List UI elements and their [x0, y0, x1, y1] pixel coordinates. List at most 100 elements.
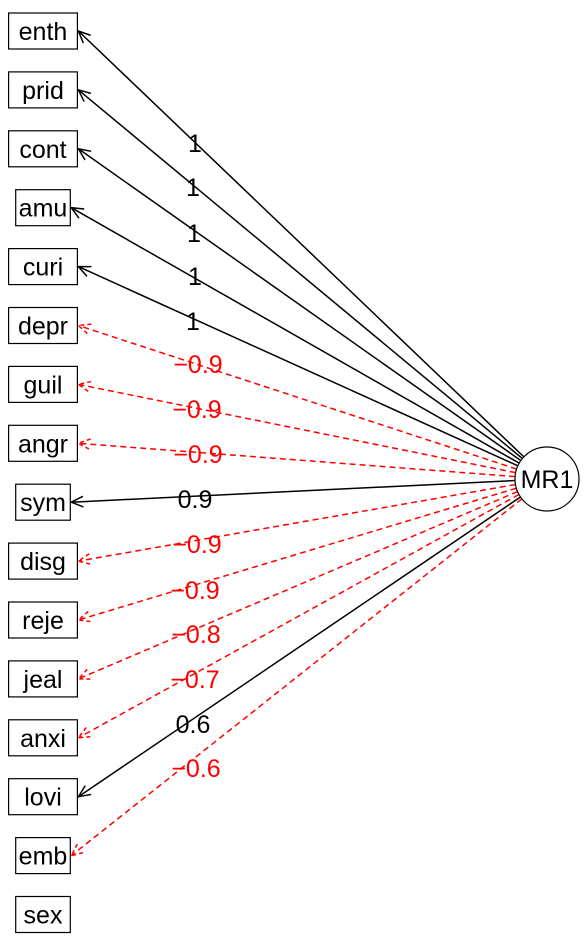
variable-box — [8, 12, 79, 50]
arrowhead-angr — [76, 438, 91, 451]
loading-paths — [69, 29, 525, 857]
variable-label: angr — [18, 430, 68, 458]
variable-guil: guil — [8, 365, 79, 403]
variable-label: disg — [20, 548, 66, 576]
variable-label: depr — [18, 313, 68, 341]
loading-label-lovi: 0.6 — [176, 711, 211, 739]
loading-label-guil: −0.9 — [172, 396, 221, 424]
variable-label: cont — [19, 136, 66, 164]
loading-label-anxi: −0.7 — [170, 666, 219, 694]
variable-box — [8, 365, 79, 403]
variable-box — [8, 71, 79, 109]
arrowhead-disg — [76, 553, 92, 566]
loading-label-disg: −0.9 — [172, 531, 221, 559]
loading-labels: 1 1 1 1 1 −0.9 −0.9 −0.9 0.9 −0.9 −0.9 −0.8 −0.7 0.6 −… — [170, 130, 222, 783]
path-line-guil — [78, 383, 516, 474]
arrowhead-guil — [76, 380, 92, 393]
latent-factor: MR1 — [514, 446, 580, 512]
loading-label-jeal: −0.8 — [171, 621, 220, 649]
loading-label-depr: −0.9 — [173, 351, 222, 379]
arrowhead-lovi — [76, 785, 92, 798]
path-line-reje — [78, 487, 517, 621]
path-line-curi — [78, 265, 519, 467]
arrowhead-cont — [76, 147, 92, 161]
path-line-anxi — [78, 493, 520, 739]
variable-jeal: jeal — [8, 660, 79, 698]
factor-node — [514, 446, 580, 512]
factor-label: MR1 — [521, 466, 574, 494]
variable-label: sex — [24, 902, 63, 930]
variable-label: prid — [22, 77, 64, 105]
variable-sex: sex — [15, 895, 71, 934]
arrowhead-sym — [69, 495, 84, 508]
variable-box — [8, 130, 79, 168]
loading-label-enth: 1 — [188, 130, 202, 158]
path-line-prid — [77, 89, 523, 460]
variable-enth: enth — [8, 12, 79, 50]
variable-emb: emb — [15, 836, 71, 875]
arrowhead-reje — [76, 610, 92, 623]
arrowhead-anxi — [76, 726, 92, 739]
variable-sym: sym — [15, 483, 71, 521]
path-line-disg — [78, 483, 516, 562]
loading-label-sym: 0.9 — [178, 486, 213, 514]
variable-disg: disg — [8, 542, 79, 580]
variable-label: lovi — [24, 784, 62, 812]
variable-label: guil — [24, 371, 63, 399]
loading-label-emb: −0.6 — [171, 755, 220, 783]
path-line-emb — [70, 498, 523, 857]
arrowhead-depr — [76, 323, 92, 335]
variable-box — [8, 719, 79, 757]
variable-box — [15, 836, 71, 875]
variable-label: reje — [22, 607, 64, 635]
path-line-lovi — [77, 496, 521, 798]
variable-box — [8, 306, 79, 345]
loading-label-curi: 1 — [186, 308, 200, 336]
variable-box — [8, 660, 79, 698]
path-line-depr — [78, 324, 517, 470]
variable-box — [8, 778, 79, 816]
variable-cont: cont — [8, 130, 79, 168]
variable-anxi: anxi — [8, 719, 79, 757]
path-line-sym — [71, 479, 516, 503]
variable-label: curi — [23, 254, 63, 282]
arrowhead-amu — [69, 206, 85, 219]
arrowhead-jeal — [76, 668, 92, 680]
variable-lovi: lovi — [8, 778, 79, 816]
variable-box — [15, 895, 71, 934]
variable-angr: angr — [8, 424, 79, 462]
arrowhead-curi — [76, 265, 92, 277]
path-line-enth — [77, 30, 525, 458]
variable-reje: reje — [8, 601, 79, 639]
variable-label: sym — [20, 489, 66, 517]
variable-label: amu — [19, 195, 68, 223]
variable-label: anxi — [20, 725, 66, 753]
variable-depr: depr — [8, 306, 79, 345]
arrowhead-enth — [77, 29, 91, 44]
path-line-amu — [70, 207, 520, 464]
variable-box — [8, 248, 79, 286]
observed-variables: enth prid cont amu curi depr guil angr sym disg re… — [8, 12, 79, 934]
variable-box — [15, 189, 71, 227]
loading-label-cont: 1 — [187, 220, 201, 248]
path-line-jeal — [78, 490, 518, 680]
arrowhead-emb — [69, 843, 85, 857]
variable-label: emb — [19, 843, 68, 871]
variable-box — [8, 542, 79, 580]
variable-box — [8, 601, 79, 639]
arrowhead-prid — [76, 88, 92, 102]
loading-label-angr: −0.9 — [173, 441, 222, 469]
loading-label-amu: 1 — [188, 263, 202, 291]
variable-box — [8, 424, 79, 462]
variable-label: enth — [19, 18, 68, 46]
loading-label-reje: −0.9 — [170, 577, 219, 605]
variable-box — [15, 483, 71, 521]
path-line-angr — [78, 442, 516, 478]
variable-curi: curi — [8, 248, 79, 286]
variable-amu: amu — [15, 189, 71, 227]
loading-label-prid: 1 — [186, 174, 200, 202]
path-line-cont — [77, 148, 522, 462]
variable-prid: prid — [8, 71, 79, 109]
variable-label: jeal — [23, 666, 63, 694]
